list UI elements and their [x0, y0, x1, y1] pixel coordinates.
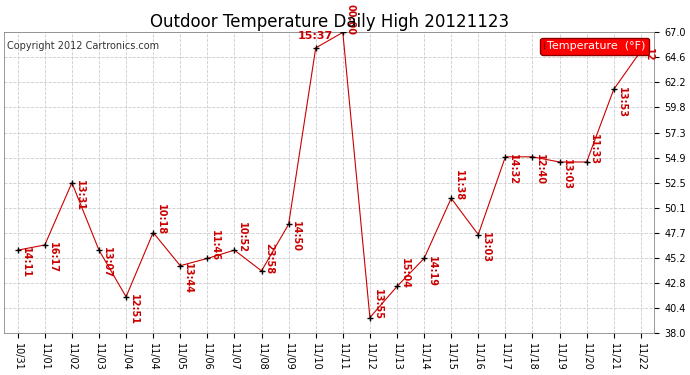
Text: 15:37: 15:37 — [298, 31, 333, 41]
Text: 12: 12 — [644, 48, 653, 62]
Text: 11:38: 11:38 — [454, 170, 464, 201]
Text: 13:03: 13:03 — [481, 232, 491, 263]
Text: 14:11: 14:11 — [21, 248, 30, 278]
Text: 13:07: 13:07 — [101, 248, 112, 278]
Text: 13:03: 13:03 — [562, 159, 572, 190]
Text: 14:50: 14:50 — [291, 222, 302, 252]
Text: 15:04: 15:04 — [400, 258, 410, 289]
Text: 23:58: 23:58 — [264, 243, 275, 274]
Text: 10:18: 10:18 — [156, 204, 166, 235]
Text: 14:19: 14:19 — [427, 256, 437, 286]
Title: Outdoor Temperature Daily High 20121123: Outdoor Temperature Daily High 20121123 — [150, 13, 509, 31]
Text: 13:53: 13:53 — [616, 87, 627, 118]
Text: 00:00: 00:00 — [346, 4, 355, 35]
Text: 10:52: 10:52 — [237, 222, 247, 253]
Text: Copyright 2012 Cartronics.com: Copyright 2012 Cartronics.com — [8, 41, 159, 51]
Legend: Temperature  (°F): Temperature (°F) — [540, 38, 649, 55]
Text: 12:40: 12:40 — [535, 154, 545, 185]
Text: 13:31: 13:31 — [75, 180, 85, 211]
Text: 13:44: 13:44 — [183, 263, 193, 294]
Text: 14:32: 14:32 — [508, 154, 518, 185]
Text: 12:51: 12:51 — [129, 294, 139, 325]
Text: 11:46: 11:46 — [210, 230, 220, 261]
Text: 11:33: 11:33 — [589, 134, 600, 165]
Text: 16:17: 16:17 — [48, 242, 57, 273]
Text: 13:55: 13:55 — [373, 290, 383, 320]
